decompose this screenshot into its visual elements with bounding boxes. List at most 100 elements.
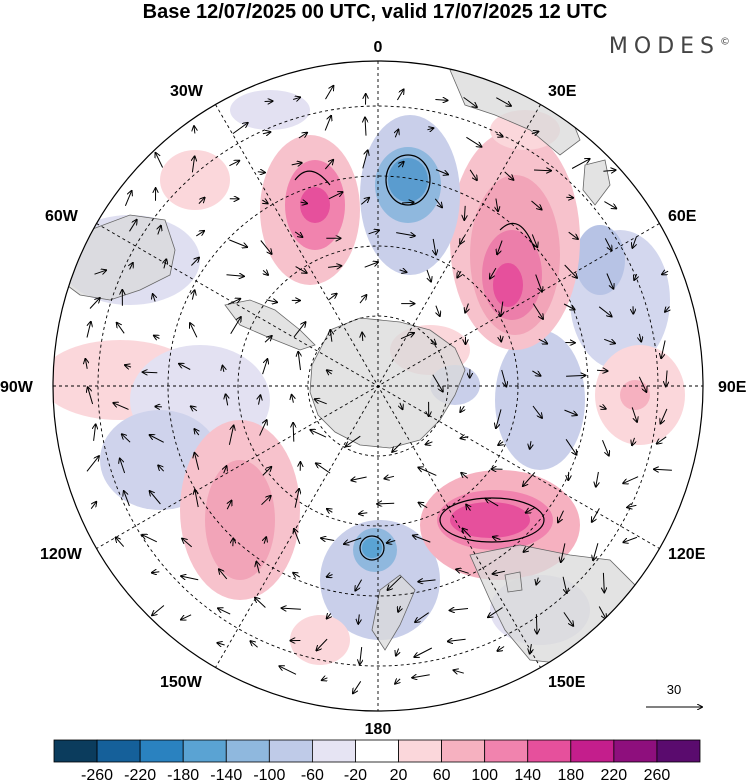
wind-vector <box>257 172 265 173</box>
colorbar-swatch <box>268 739 313 763</box>
wind-vector <box>602 440 609 455</box>
lon-label-90w: 90W <box>0 379 34 396</box>
wind-vector <box>298 133 307 139</box>
colorbar-tick-label: 60 <box>433 767 451 783</box>
wind-vector <box>461 473 469 479</box>
wind-vector <box>358 614 359 623</box>
wind-vector <box>229 161 239 167</box>
wind-vector <box>592 508 600 522</box>
wind-vector <box>250 641 258 648</box>
wind-vector <box>639 333 641 342</box>
wind-vector <box>532 303 543 319</box>
wind-vector <box>368 230 379 234</box>
wind-vector <box>598 306 611 317</box>
wind-vector <box>496 97 511 106</box>
wind-vector <box>294 231 302 237</box>
wind-vector <box>324 116 331 131</box>
wind-vector <box>469 169 477 180</box>
lon-label-120e: 120E <box>668 546 706 563</box>
wind-vector <box>282 608 301 609</box>
wind-vector <box>164 259 166 269</box>
wind-vector <box>603 572 604 592</box>
wind-vector <box>604 238 611 250</box>
colorbar-tick-label: -100 <box>253 767 285 783</box>
wind-vector <box>94 270 107 275</box>
wind-vector <box>355 579 363 591</box>
wind-vector <box>218 608 231 615</box>
wind-vector <box>262 467 272 476</box>
wind-vector <box>490 267 497 278</box>
wind-vector <box>530 441 531 449</box>
lon-label-0: 0 <box>374 39 383 56</box>
colorbar-swatch <box>182 739 227 763</box>
wind-vector <box>399 270 407 272</box>
wind-vector <box>461 437 469 439</box>
wind-vector <box>124 191 131 206</box>
wind-vector <box>434 198 442 208</box>
wind-vector <box>330 330 332 342</box>
colorbar: -260 -220 -180 -140 -100 -60 -20 20 60 100 140 180 2… <box>53 739 701 783</box>
wind-vector <box>419 503 428 509</box>
wind-vector <box>190 323 198 338</box>
wind-vector <box>396 648 399 656</box>
lon-label-90e: 90E <box>718 379 747 396</box>
wind-vector <box>113 403 129 410</box>
colorbar-swatch <box>527 739 572 763</box>
wind-vector <box>415 612 429 622</box>
wind-vector <box>85 359 87 369</box>
wind-vector <box>448 639 466 641</box>
wind-vector <box>198 198 205 204</box>
wind-vector <box>152 572 160 573</box>
wind-vector <box>562 576 567 593</box>
wind-vector <box>191 406 198 411</box>
wind-vector <box>129 220 137 232</box>
wind-vector <box>130 263 133 270</box>
colorbar-swatch <box>355 739 399 763</box>
wind-vector <box>603 170 615 171</box>
wind-vector <box>666 370 667 387</box>
wind-vector <box>360 647 362 664</box>
colorbar-tick-label: 100 <box>471 767 498 783</box>
wind-vector <box>631 407 637 421</box>
wind-vector <box>295 266 307 273</box>
wind-vector <box>264 336 272 343</box>
wind-vector <box>532 370 540 376</box>
wind-vector <box>563 612 573 626</box>
wind-vector <box>604 201 616 209</box>
wind-vector <box>661 408 668 424</box>
wind-vector <box>316 463 331 474</box>
wind-vector <box>558 510 564 523</box>
wind-vector <box>501 369 507 387</box>
wind-vector <box>158 226 161 235</box>
wind-vector <box>395 130 398 138</box>
brand-text: MODES <box>608 34 720 59</box>
wind-vector <box>152 605 165 616</box>
wind-vector <box>346 435 361 446</box>
colorbar-swatch <box>613 739 658 763</box>
wind-vector <box>256 562 259 574</box>
wind-vector <box>327 370 332 374</box>
wind-vector <box>661 340 666 359</box>
wind-vector <box>523 472 536 486</box>
wind-vector <box>426 269 431 282</box>
wind-vector <box>662 271 669 274</box>
wind-vector <box>365 118 366 136</box>
wind-vector <box>465 303 468 313</box>
wind-vector <box>632 437 635 445</box>
wind-vector <box>322 678 328 680</box>
wind-vector <box>182 539 193 548</box>
wind-vector <box>153 294 155 302</box>
wind-vector <box>524 543 535 552</box>
wind-vector <box>298 352 300 371</box>
wind-vector <box>227 501 231 510</box>
wind-vector <box>414 647 433 657</box>
wind-vector <box>500 335 501 341</box>
wind-vector <box>230 317 241 335</box>
lon-label-150e: 150E <box>548 674 586 691</box>
wind-vector <box>435 169 448 175</box>
wind-vector <box>196 231 204 237</box>
wind-vector <box>327 575 333 577</box>
brand-logo: MODES© <box>609 34 730 59</box>
wind-vector <box>400 333 414 340</box>
